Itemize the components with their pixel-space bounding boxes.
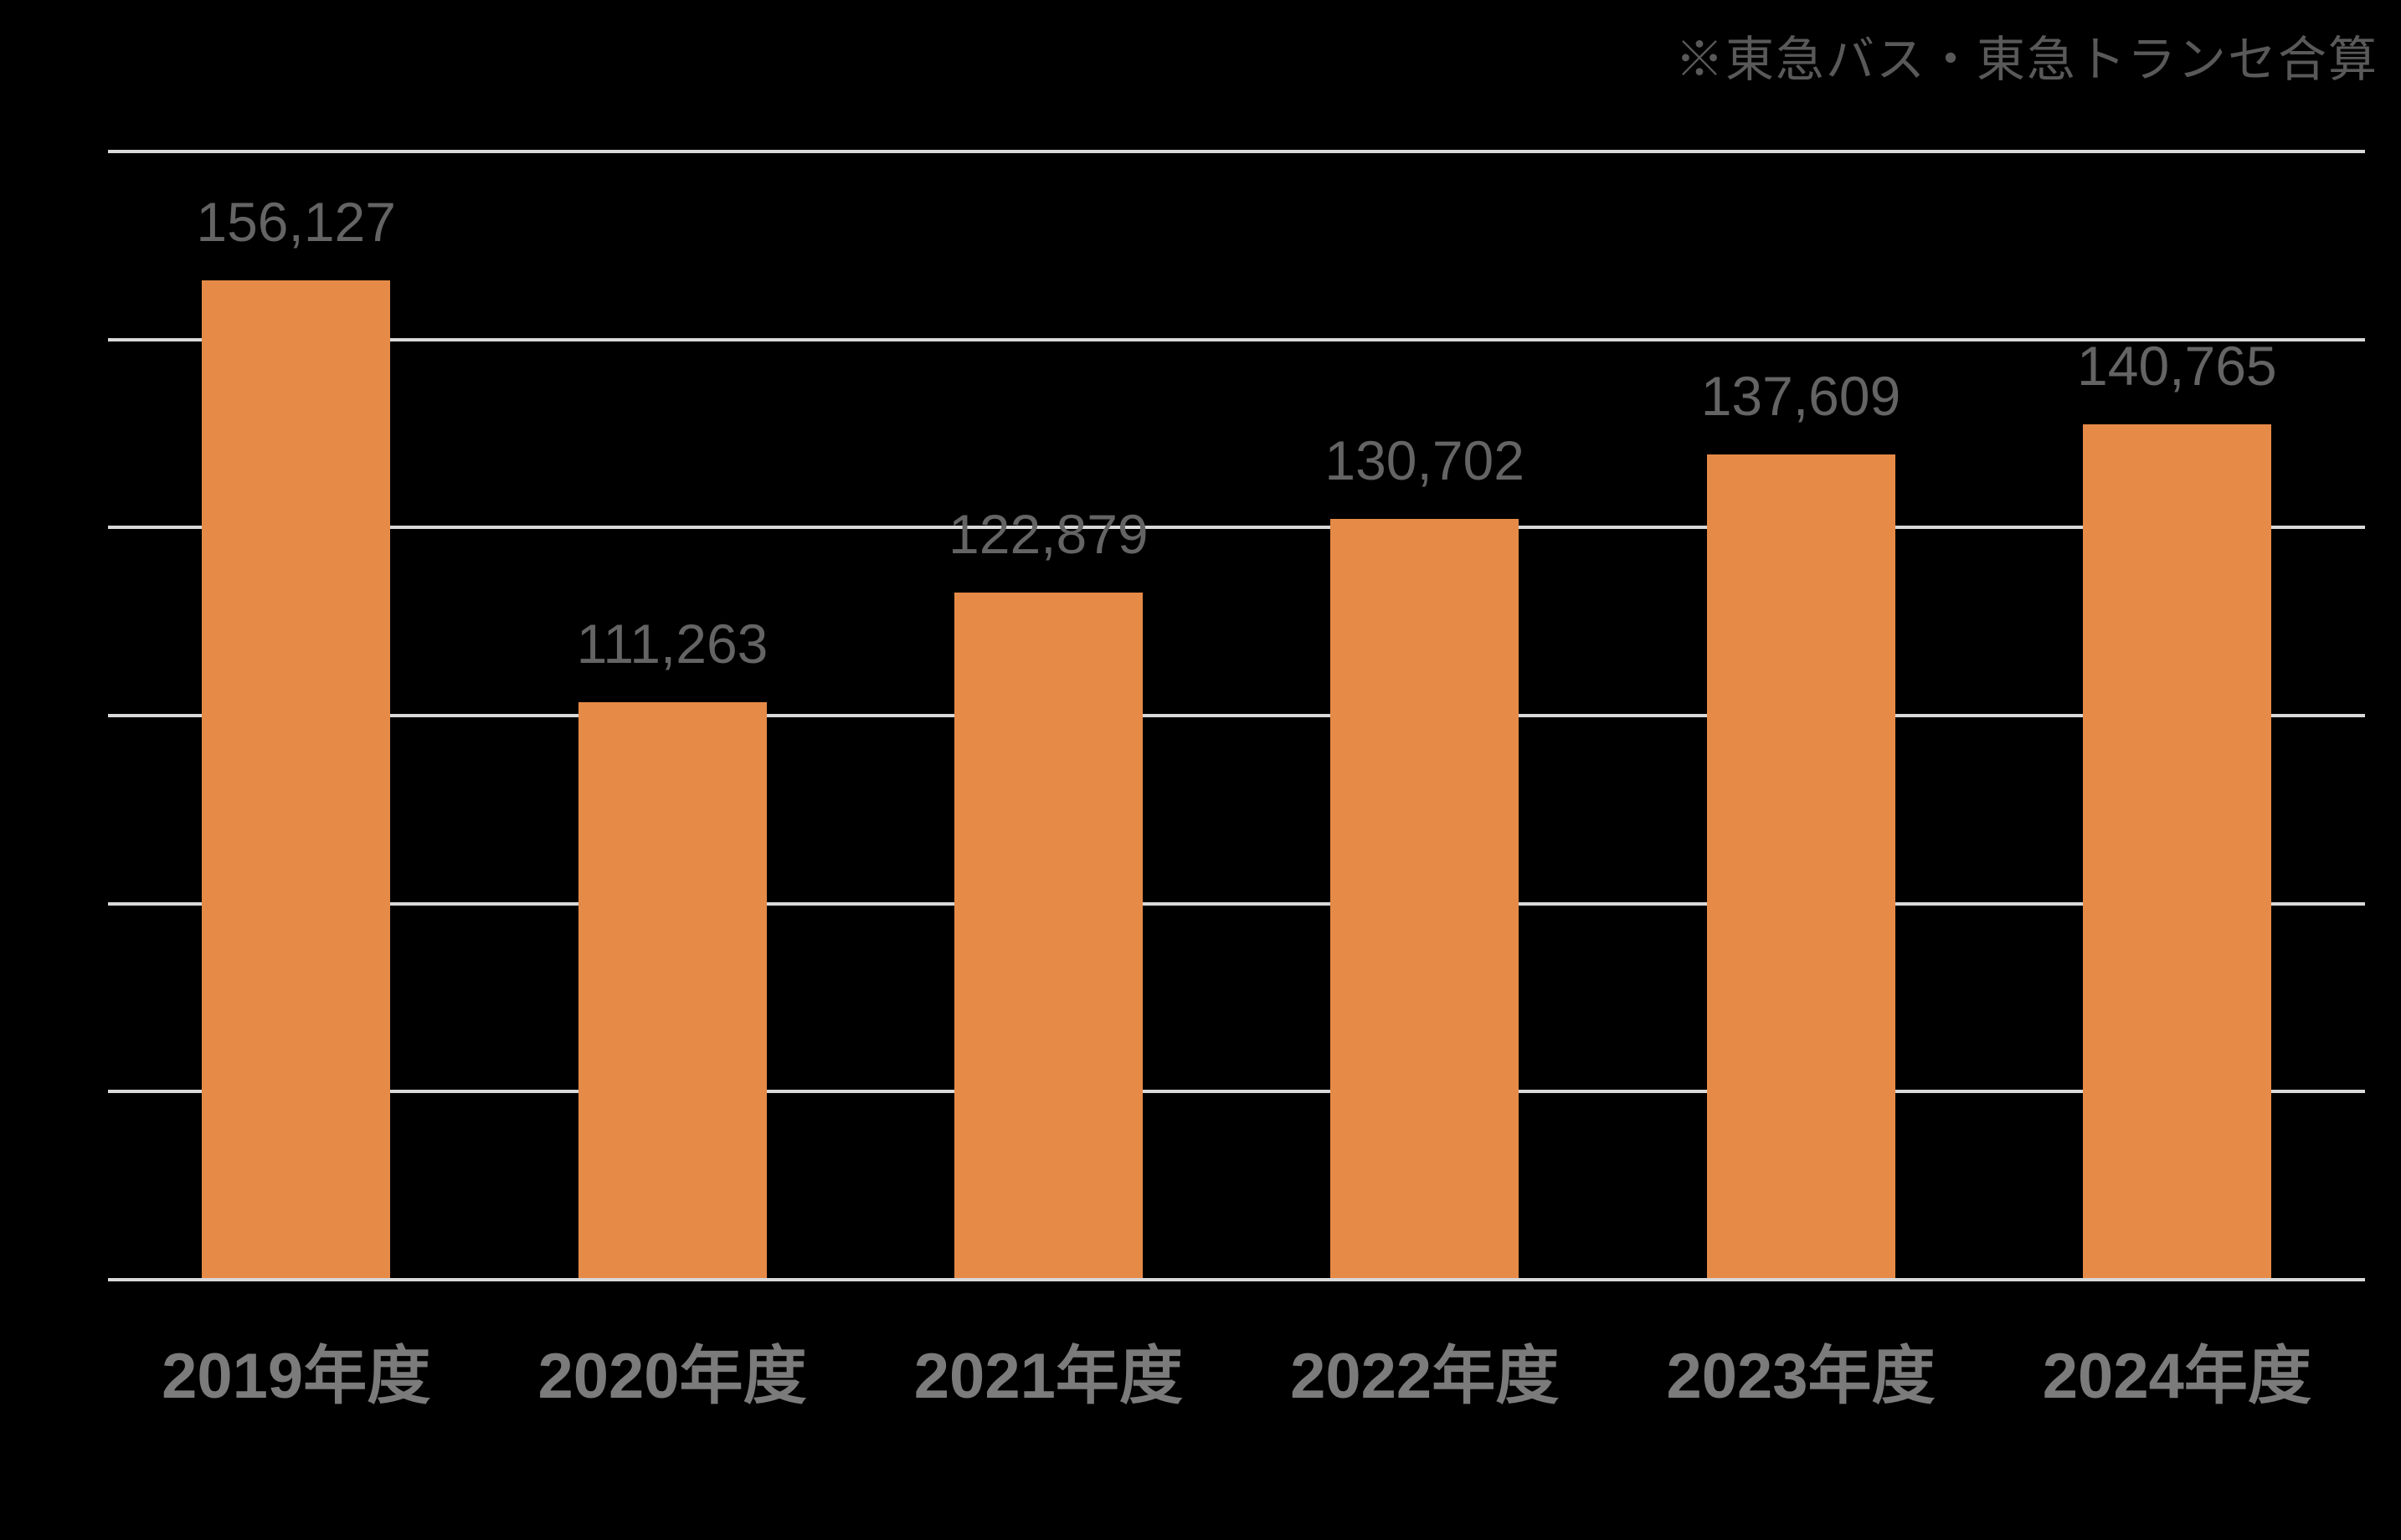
gridline [108,901,2365,906]
bar-2024年度 [2082,424,2271,1278]
bar-2022年度 [1330,519,1519,1278]
x-axis-label-2023年度: 2023年度 [1666,1341,1936,1412]
bar-value-label: 130,702 [1324,429,1524,492]
gridline [108,714,2365,717]
x-axis-label-2024年度: 2024年度 [2042,1341,2311,1412]
bar-value-label: 156,127 [196,190,396,253]
bar-2019年度 [202,280,391,1278]
chart-annotation: ※東急バス・東急トランセ合算 [1674,33,2378,87]
bar-2023年度 [1706,454,1895,1278]
x-axis-label-2022年度: 2022年度 [1290,1341,1560,1412]
bar-value-label: 137,609 [1700,364,1901,427]
bar-2020年度 [578,701,767,1278]
gridline [108,1090,2365,1094]
x-axis-label-2020年度: 2020年度 [537,1341,807,1412]
x-axis-label-2019年度: 2019年度 [162,1341,431,1412]
bar-value-label: 140,765 [2077,335,2277,398]
bar-value-label: 111,263 [576,612,769,675]
gridline [108,337,2365,341]
gridline [108,526,2365,530]
plot-area: 156,127 111,263 122,879 130,702 137,609 140,7… [108,150,2365,1281]
bar-value-label: 122,879 [949,503,1149,566]
gridline [108,1278,2365,1281]
gridline [108,150,2365,153]
bar-2021年度 [954,593,1143,1278]
x-axis-label-2021年度: 2021年度 [913,1341,1183,1412]
